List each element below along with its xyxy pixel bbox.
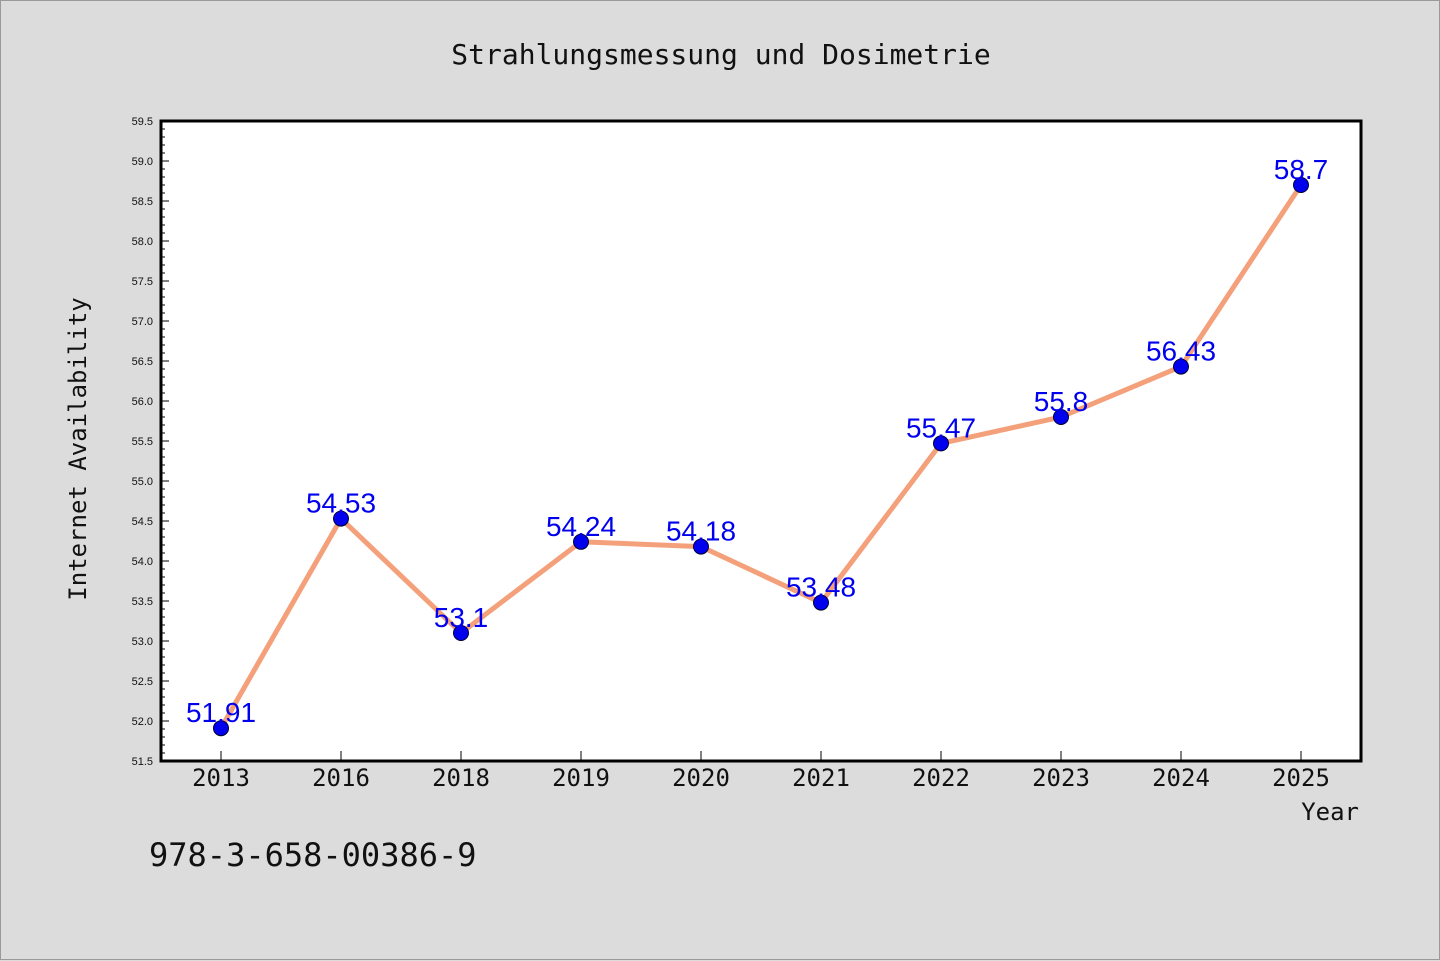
y-tick-label: 53.5 <box>132 596 153 608</box>
data-label: 58.7 <box>1274 154 1329 185</box>
x-axis-title: Year <box>1301 798 1359 826</box>
y-tick-label: 58.0 <box>132 236 153 248</box>
y-tick-label: 55.5 <box>132 436 153 448</box>
data-label: 55.47 <box>906 412 976 443</box>
y-tick-label: 53.0 <box>132 636 153 648</box>
data-label: 54.53 <box>306 488 376 519</box>
data-point <box>813 594 829 611</box>
data-point <box>1293 177 1309 193</box>
y-tick-label: 51.5 <box>132 756 153 768</box>
data-point <box>693 538 709 555</box>
y-tick-label: 56.5 <box>132 356 153 368</box>
data-point <box>1053 409 1069 425</box>
x-tick-label: 2025 <box>1272 764 1330 792</box>
data-point <box>453 625 469 641</box>
plot-area <box>161 121 1361 761</box>
data-point <box>933 435 949 452</box>
y-tick-label: 52.5 <box>132 676 153 688</box>
data-point <box>573 533 589 550</box>
y-axis-title: Internet Availability <box>64 297 92 600</box>
x-axis: 2013 2016 2018 2019 2020 2021 2022 2023 2024 2025 <box>192 751 1330 792</box>
x-tick-label: 2013 <box>192 764 250 792</box>
y-tick-label: 59.5 <box>132 116 153 128</box>
data-label: 54.24 <box>546 511 616 542</box>
y-tick-label: 57.5 <box>132 276 153 288</box>
isbn-label: 978-3-658-00386-9 <box>149 836 477 874</box>
y-tick-label: 56.0 <box>132 396 153 408</box>
x-tick-label: 2024 <box>1152 764 1210 792</box>
chart-title: Strahlungsmessung und Dosimetrie <box>451 38 990 71</box>
data-point <box>333 510 349 527</box>
data-label: 56.43 <box>1146 336 1216 367</box>
y-tick-label: 55.0 <box>132 476 153 488</box>
y-tick-label: 58.5 <box>132 196 153 208</box>
x-tick-label: 2023 <box>1032 764 1090 792</box>
data-label: 53.1 <box>434 602 489 633</box>
y-tick-label: 59.0 <box>132 156 153 168</box>
series-line <box>218 183 1304 730</box>
data-label: 51.91 <box>186 697 256 728</box>
x-tick-label: 2016 <box>312 764 370 792</box>
data-point <box>1173 358 1189 375</box>
y-tick-label: 52.0 <box>132 716 153 728</box>
x-tick-label: 2018 <box>432 764 490 792</box>
data-label: 55.8 <box>1034 386 1089 417</box>
y-axis: 51.5 52.0 52.5 53.0 53.5 54.0 54.5 55.0 55.5 56.0… <box>132 116 169 768</box>
data-label: 54.18 <box>666 516 736 547</box>
data-label: 53.48 <box>786 572 856 603</box>
data-labels: 51.91 54.53 53.1 54.24 54.18 53.48 55.47 55.8 56… <box>186 154 1328 728</box>
y-tick-label: 57.0 <box>132 316 153 328</box>
plot-border <box>159 119 1363 763</box>
y-tick-label: 54.0 <box>132 556 153 568</box>
y-tick-label: 54.5 <box>132 516 153 528</box>
x-tick-label: 2020 <box>672 764 730 792</box>
x-tick-label: 2019 <box>552 764 610 792</box>
x-tick-label: 2022 <box>912 764 970 792</box>
data-markers <box>213 177 1309 737</box>
x-tick-label: 2021 <box>792 764 850 792</box>
data-point <box>213 720 229 737</box>
